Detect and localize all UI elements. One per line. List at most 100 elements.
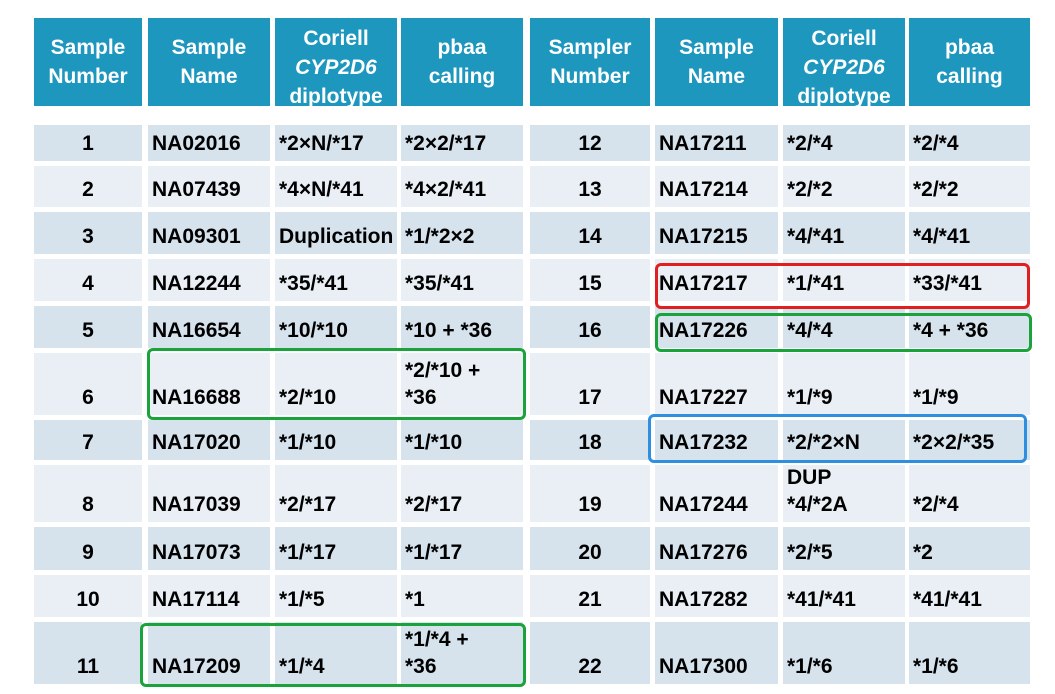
cell-coriell-diplotype: *2/*2×N bbox=[783, 420, 905, 460]
cell-name: NA17226 bbox=[655, 306, 778, 348]
pbaa-calling-text: *1/*4 + *36 bbox=[405, 628, 469, 678]
cell-pbaa-calling: *1/*2×2 bbox=[401, 212, 523, 254]
cell-coriell-diplotype: *2/*10 bbox=[275, 353, 397, 415]
cell-number: 22 bbox=[530, 622, 650, 684]
cell-pbaa-calling: *2/*4 bbox=[909, 465, 1030, 522]
pbaa-calling-text: *2×2/*35 bbox=[913, 431, 995, 454]
column-header-pbaa-calling: pbaa calling bbox=[909, 18, 1030, 106]
cell-number: 2 bbox=[34, 166, 142, 207]
cell-coriell-diplotype: *1/*41 bbox=[783, 259, 905, 301]
cell-coriell-diplotype: *1/*17 bbox=[275, 527, 397, 570]
pbaa-calling-text: *2/*4 bbox=[913, 493, 959, 516]
cell-name: NA17282 bbox=[655, 575, 778, 617]
cell-number: 14 bbox=[530, 212, 650, 254]
name-text: NA17300 bbox=[659, 655, 748, 678]
cell-coriell-diplotype: *1/*6 bbox=[783, 622, 905, 684]
cell-pbaa-calling: *10 + *36 bbox=[401, 306, 523, 348]
pbaa-calling-text: *35/*41 bbox=[405, 272, 474, 295]
cell-coriell-diplotype: *2/*17 bbox=[275, 465, 397, 522]
pbaa-calling-text: *1/*6 bbox=[913, 655, 959, 678]
coriell-diplotype-text: *2/*5 bbox=[787, 541, 833, 564]
cell-coriell-diplotype: *1/*10 bbox=[275, 420, 397, 460]
cell-pbaa-calling: *1/*6 bbox=[909, 622, 1030, 684]
cell-number: 16 bbox=[530, 306, 650, 348]
coriell-diplotype-text: *4×N/*41 bbox=[279, 178, 364, 201]
number-text: 6 bbox=[82, 386, 94, 409]
name-text: NA16654 bbox=[152, 319, 241, 342]
cell-name: NA17244 bbox=[655, 465, 778, 522]
name-text: NA17073 bbox=[152, 541, 241, 564]
coriell-diplotype-text: *1/*6 bbox=[787, 655, 833, 678]
column-header-name: Sample Name bbox=[655, 18, 778, 106]
cell-pbaa-calling: *1/*17 bbox=[401, 527, 523, 570]
pbaa-calling-text: *2/*2 bbox=[913, 178, 959, 201]
cell-coriell-diplotype: *41/*41 bbox=[783, 575, 905, 617]
cell-name: NA12244 bbox=[148, 259, 270, 301]
cell-coriell-diplotype: *4×N/*41 bbox=[275, 166, 397, 207]
cell-number: 6 bbox=[34, 353, 142, 415]
cell-name: NA17217 bbox=[655, 259, 778, 301]
number-text: 18 bbox=[578, 431, 602, 454]
pbaa-calling-text: *1/*2×2 bbox=[405, 225, 475, 248]
cell-number: 17 bbox=[530, 353, 650, 415]
cell-name: NA16654 bbox=[148, 306, 270, 348]
name-text: NA02016 bbox=[152, 132, 241, 155]
pbaa-calling-text: *1/*17 bbox=[405, 541, 463, 564]
number-text: 21 bbox=[578, 588, 602, 611]
pbaa-calling-text: *2/*17 bbox=[405, 493, 463, 516]
cell-coriell-diplotype: *1/*5 bbox=[275, 575, 397, 617]
cell-name: NA17073 bbox=[148, 527, 270, 570]
header-line1: Coriell bbox=[303, 27, 369, 50]
number-text: 19 bbox=[578, 493, 602, 516]
cell-name: NA17300 bbox=[655, 622, 778, 684]
coriell-diplotype-text: *1/*41 bbox=[787, 272, 845, 295]
name-text: NA07439 bbox=[152, 178, 241, 201]
name-text: NA17211 bbox=[659, 132, 747, 155]
cell-name: NA16688 bbox=[148, 353, 270, 415]
coriell-diplotype-text: *2×N/*17 bbox=[279, 132, 364, 155]
name-text: NA16688 bbox=[152, 386, 241, 409]
name-text: NA17226 bbox=[659, 319, 748, 342]
header-line3: diplotype bbox=[289, 85, 383, 106]
cell-name: NA17215 bbox=[655, 212, 778, 254]
coriell-diplotype-text: *1/*10 bbox=[279, 431, 337, 454]
header-line2: Name bbox=[687, 65, 746, 88]
cell-coriell-diplotype: *1/*4 bbox=[275, 622, 397, 684]
pbaa-calling-text: *2×2/*17 bbox=[405, 132, 487, 155]
coriell-diplotype-text: *1/*17 bbox=[279, 541, 337, 564]
cell-coriell-diplotype: *2×N/*17 bbox=[275, 125, 397, 161]
coriell-diplotype-text: *1/*5 bbox=[279, 588, 325, 611]
cell-name: NA17020 bbox=[148, 420, 270, 460]
name-text: NA17217 bbox=[659, 272, 748, 295]
header-line2: calling bbox=[936, 65, 1003, 88]
column-header-name: Sample Name bbox=[148, 18, 270, 106]
header-line2: CYP2D6 bbox=[803, 56, 885, 79]
cell-number: 4 bbox=[34, 259, 142, 301]
cell-pbaa-calling: *2×2/*17 bbox=[401, 125, 523, 161]
number-text: 16 bbox=[578, 319, 602, 342]
coriell-diplotype-text: *2/*17 bbox=[279, 493, 337, 516]
pbaa-calling-text: *2 bbox=[913, 541, 933, 564]
cell-number: 5 bbox=[34, 306, 142, 348]
name-text: NA17215 bbox=[659, 225, 748, 248]
coriell-diplotype-text: *2/*10 bbox=[279, 386, 337, 409]
cell-coriell-diplotype: *10/*10 bbox=[275, 306, 397, 348]
column-header-number: Sample Number bbox=[34, 18, 142, 106]
cell-name: NA02016 bbox=[148, 125, 270, 161]
header-line1: Sample bbox=[50, 36, 126, 59]
cell-pbaa-calling: *1 bbox=[401, 575, 523, 617]
cell-coriell-diplotype: *35/*41 bbox=[275, 259, 397, 301]
name-text: NA17232 bbox=[659, 431, 748, 454]
cell-coriell-diplotype: *4/*41 bbox=[783, 212, 905, 254]
cell-coriell-diplotype: *2/*4 bbox=[783, 125, 905, 161]
number-text: 5 bbox=[82, 319, 94, 342]
cell-pbaa-calling: *4×2/*41 bbox=[401, 166, 523, 207]
cell-number: 1 bbox=[34, 125, 142, 161]
name-text: NA17282 bbox=[659, 588, 748, 611]
pbaa-calling-text: *10 + *36 bbox=[405, 319, 492, 342]
coriell-diplotype-text: *2/*4 bbox=[787, 132, 833, 155]
number-text: 1 bbox=[82, 132, 94, 155]
cell-number: 18 bbox=[530, 420, 650, 460]
cell-number: 8 bbox=[34, 465, 142, 522]
pbaa-calling-text: *1/*9 bbox=[913, 386, 959, 409]
